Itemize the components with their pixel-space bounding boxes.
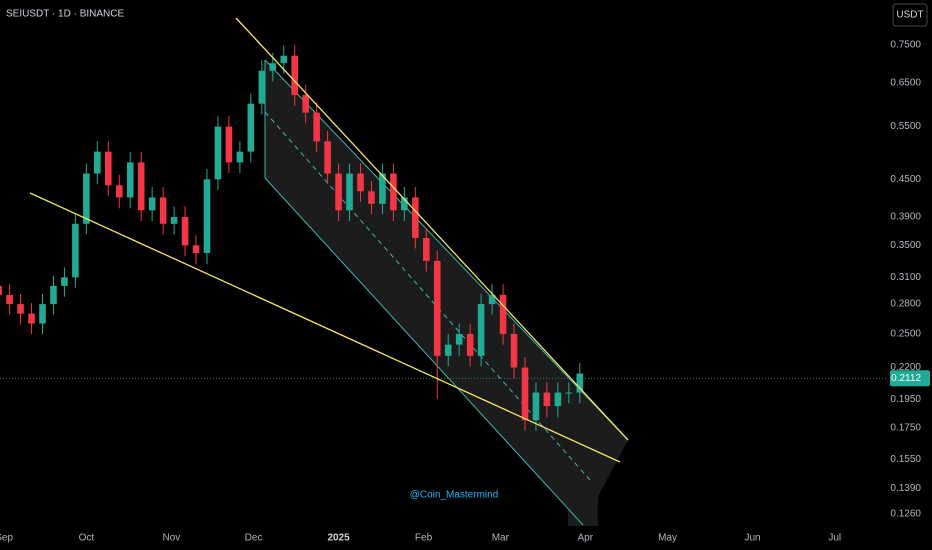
candle-body [543, 392, 551, 407]
candle-body [83, 173, 90, 224]
candle-body [357, 173, 364, 192]
candle-body [466, 333, 474, 356]
candle-body [335, 173, 342, 211]
candle-body [104, 151, 112, 186]
candle-body [50, 285, 57, 305]
candle-body [0, 285, 2, 295]
y-tick-label: 0.1950 [890, 394, 921, 405]
candle-body [379, 173, 386, 204]
x-tick-label: Mar [492, 533, 510, 544]
currency-button[interactable] [892, 3, 928, 27]
candle-body [576, 373, 584, 393]
y-tick-label: 0.1260 [890, 509, 921, 520]
channel-lower [264, 177, 584, 526]
y-tick-label: 0.2500 [890, 329, 921, 340]
watermark: @Coin_Mastermind [410, 490, 499, 501]
candle-body [28, 313, 35, 324]
candle-body [423, 238, 430, 261]
candle-body [137, 162, 145, 211]
candle-body [72, 223, 79, 278]
candle-body [324, 141, 331, 174]
candle-body [61, 277, 68, 286]
y-tick-label: 0.3900 [890, 212, 921, 223]
y-tick-label: 0.3500 [890, 240, 921, 251]
projection-box [568, 478, 598, 526]
candle-body [258, 70, 266, 104]
y-tick-label: 0.5500 [890, 121, 921, 132]
candle-body [455, 333, 463, 345]
candle-body [412, 197, 419, 239]
candle-body [225, 126, 233, 163]
y-tick-label: 0.1390 [890, 483, 921, 494]
plot [0, 45, 584, 431]
x-tick-label: May [658, 533, 677, 544]
channel-upper [264, 59, 629, 441]
y-tick-label: 0.6500 [890, 77, 921, 88]
trend-line [29, 192, 621, 463]
candle-body [532, 392, 540, 421]
candle-body [39, 304, 46, 324]
candle-body [192, 245, 200, 254]
candle-body [302, 95, 309, 113]
x-tick-label: Apr [578, 533, 594, 544]
candle-body [6, 294, 13, 305]
y-tick-label: 0.3100 [890, 272, 921, 283]
candle-body [488, 294, 496, 305]
candle-body [181, 216, 189, 246]
candle-body [236, 151, 244, 163]
candle-body [477, 304, 485, 356]
last-price-label: 0.2112 [891, 373, 921, 384]
candle-body [565, 392, 573, 394]
candle-body [159, 197, 167, 224]
x-tick-label: Feb [415, 533, 433, 544]
y-tick-label: 0.1550 [890, 454, 921, 465]
candle-body [269, 63, 277, 71]
candle-body [203, 179, 211, 254]
candle-body [499, 294, 507, 334]
candle-body [390, 173, 397, 211]
y-tick-label: 0.1750 [890, 422, 921, 433]
candle-body [291, 55, 298, 96]
candle-body [115, 185, 123, 198]
trend-line [235, 17, 629, 441]
x-tick-label: Nov [162, 533, 180, 544]
candle-body [94, 151, 101, 174]
x-tick-label: Oct [79, 533, 95, 544]
projection-box [537, 410, 598, 478]
candle-body [280, 55, 288, 64]
y-tick-label: 0.2200 [890, 362, 921, 373]
candle-body [521, 367, 529, 421]
candle-body [126, 162, 134, 198]
candle-body [170, 216, 178, 224]
candle-body [444, 344, 452, 356]
candle-body [247, 103, 255, 152]
candle-body [313, 112, 320, 142]
chart-title: SEIUSDT · 1D · BINANCE [6, 9, 124, 20]
x-tick-label: 2025 [327, 533, 350, 544]
y-tick-label: 0.7500 [890, 40, 921, 51]
candle-body [17, 304, 24, 314]
y-tick-label: 0.2800 [890, 299, 921, 310]
candle-body [401, 197, 408, 211]
candle-body [554, 392, 562, 407]
x-tick-label: Sep [0, 533, 13, 544]
last-price-box [890, 370, 930, 387]
candle-body [433, 260, 441, 356]
candle-body [346, 173, 353, 211]
x-tick-label: Jun [744, 533, 760, 544]
x-tick-label: Jul [828, 533, 841, 544]
candle-body [510, 333, 518, 368]
candle-body [148, 197, 156, 211]
candle-body [214, 126, 222, 180]
y-tick-label: 0.4500 [890, 174, 921, 185]
candle-body [368, 191, 375, 204]
currency-label[interactable]: USDT [896, 10, 923, 21]
x-tick-label: Dec [245, 533, 263, 544]
